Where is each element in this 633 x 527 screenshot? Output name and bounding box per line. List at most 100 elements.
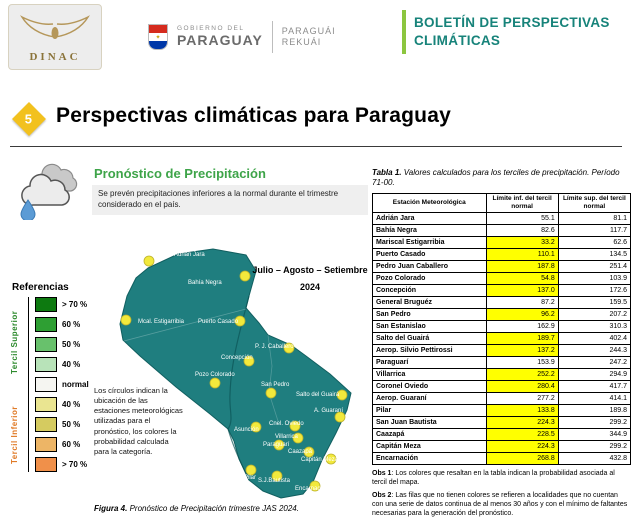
precipitation-legend: Tercil Superior Tercil Inferior > 70 % 60…	[10, 297, 96, 477]
station-name: General Bruguéz	[372, 296, 487, 310]
legend-items: > 70 % 60 % 50 % 40 % normal 40 % 50 % 60 % > 70…	[28, 297, 96, 472]
station-label: Pozo Colorado	[195, 372, 235, 378]
station-label: Asunción	[234, 427, 259, 433]
station-name: Encarnación	[372, 452, 487, 466]
table-row: Concepción 137.0 172.6	[372, 284, 632, 298]
station-marker	[292, 432, 304, 444]
terciles-table-header: Estación Meteorológica Límite inf. del t…	[372, 192, 632, 214]
period-year: 2024	[299, 282, 321, 293]
limit-inf-value: 162.9	[485, 320, 559, 334]
flag-blue-stripe	[149, 41, 167, 49]
table-row: San Pedro 96.2 207.2	[372, 308, 632, 322]
legend-swatch	[35, 337, 57, 352]
limit-inf-value: 87.2	[485, 296, 559, 310]
limit-sup-value: 402.4	[557, 332, 632, 346]
limit-sup-value: 189.8	[557, 404, 632, 418]
legend-item: 40 %	[35, 357, 96, 372]
table-row: San Juan Bautista 224.3 299.2	[372, 416, 632, 430]
legend-swatch	[35, 437, 57, 452]
figure-caption: Figura 4. Pronóstico de Precipitación tr…	[94, 504, 374, 513]
limit-sup-value: 344.9	[557, 428, 632, 442]
section-number: 5	[25, 111, 33, 127]
legend-swatch	[35, 317, 57, 332]
limit-sup-value: 117.7	[557, 224, 632, 238]
legend-label: normal	[62, 380, 89, 389]
station-label: Bahía Negra	[188, 280, 222, 286]
bulletin-title-line1: BOLETÍN DE PERSPECTIVAS	[414, 14, 610, 30]
station-name: Concepción	[372, 284, 487, 298]
station-label: P. J. Caballero	[255, 344, 294, 350]
limit-inf-value: 268.8	[485, 452, 559, 466]
terciles-table: Estación Meteorológica Límite inf. del t…	[372, 192, 632, 466]
legend-item: 50 %	[35, 417, 96, 432]
station-label: S.J.Bautista	[258, 478, 291, 484]
table-row: Pozo Colorado 54.8 103.9	[372, 272, 632, 286]
station-marker	[234, 315, 246, 327]
station-name: Salto del Guairá	[372, 332, 487, 346]
station-label: Cnel. Oviedo	[269, 421, 304, 427]
station-marker	[273, 439, 285, 451]
limit-sup-value: 417.7	[557, 380, 632, 394]
limit-inf-value: 189.7	[485, 332, 559, 346]
station-label: Encarnación	[295, 486, 328, 492]
table-row: Caazapá 228.5 344.9	[372, 428, 632, 442]
station-name: Pozo Colorado	[372, 272, 487, 286]
table-row: Puerto Casado 110.1 134.5	[372, 248, 632, 262]
legend-item: 60 %	[35, 437, 96, 452]
legend-item: > 70 %	[35, 297, 96, 312]
station-name: Pilar	[372, 404, 487, 418]
period-months: Julio – Agosto – Setiembre	[252, 265, 368, 275]
station-label: Capitán Meza	[301, 457, 339, 463]
limit-sup-value: 159.5	[557, 296, 632, 310]
terciles-table-section: Tabla 1. Valores calculados para los ter…	[372, 168, 632, 519]
dinac-label: DINAC	[29, 50, 81, 63]
legend-label: 40 %	[62, 360, 81, 369]
station-name: Puerto Casado	[372, 248, 487, 262]
limit-inf-value: 187.8	[485, 260, 559, 274]
gov-guarani-line2: REKUÁI	[281, 37, 322, 47]
tercil-inferior-label: Tercil Inferior	[10, 405, 19, 465]
paraguay-flag-icon: ✦	[148, 24, 168, 50]
station-name: San Juan Bautista	[372, 416, 487, 430]
table-row: Encarnación 268.8 432.8	[372, 452, 632, 466]
col-header-station: Estación Meteorológica	[372, 192, 487, 214]
obs2-text: : Las filas que no tienen colores se ref…	[372, 492, 628, 518]
limit-sup-value: 432.8	[557, 452, 632, 466]
table-row: Capitán Meza 224.3 299.2	[372, 440, 632, 454]
legend-swatch	[35, 417, 57, 432]
limit-sup-value: 251.4	[557, 260, 632, 274]
table-row: Adrián Jara 55.1 81.1	[372, 212, 632, 226]
legend-label: > 70 %	[62, 460, 88, 469]
table-row: Paraguarí 153.9 247.2	[372, 356, 632, 370]
limit-inf-value: 82.6	[485, 224, 559, 238]
bulletin-accent-bar	[402, 10, 406, 54]
limit-sup-value: 62.6	[557, 236, 632, 250]
gov-name-guarani: PARAGUÁI REKUÁI	[282, 26, 336, 48]
legend-item: normal	[35, 377, 96, 392]
station-label: Paraguarí	[263, 442, 290, 448]
department-line	[123, 308, 247, 342]
rain-cloud-icon	[12, 156, 90, 225]
government-logo: ✦ GOBIERNO DEL PARAGUAY PARAGUÁI REKUÁI	[148, 16, 336, 58]
legend-label: > 70 %	[62, 300, 88, 309]
station-label: Adrián Jara	[174, 252, 205, 258]
limit-inf-value: 224.3	[485, 440, 559, 454]
station-label: Concepción	[221, 355, 253, 361]
station-label: Caazapá	[288, 449, 313, 455]
limit-inf-value: 277.2	[485, 392, 559, 406]
dinac-logo: DINAC	[8, 4, 102, 70]
station-marker	[334, 411, 346, 423]
gov-small-text: GOBIERNO DEL	[177, 25, 245, 33]
limit-inf-value: 96.2	[485, 308, 559, 322]
station-name: Pedro Juan Caballero	[372, 260, 487, 274]
limit-sup-value: 172.6	[557, 284, 632, 298]
legend-swatch	[35, 297, 57, 312]
legend-swatch	[35, 377, 57, 392]
station-marker	[209, 377, 221, 389]
station-name: Capitán Meza	[372, 440, 487, 454]
forecast-heading: Pronóstico de Precipitación	[94, 166, 266, 181]
station-name: Villarrica	[372, 368, 487, 382]
station-name: Aerop. Guaraní	[372, 392, 487, 406]
figure-caption-label: Figura 4.	[94, 504, 128, 513]
limit-inf-value: 224.3	[485, 416, 559, 430]
